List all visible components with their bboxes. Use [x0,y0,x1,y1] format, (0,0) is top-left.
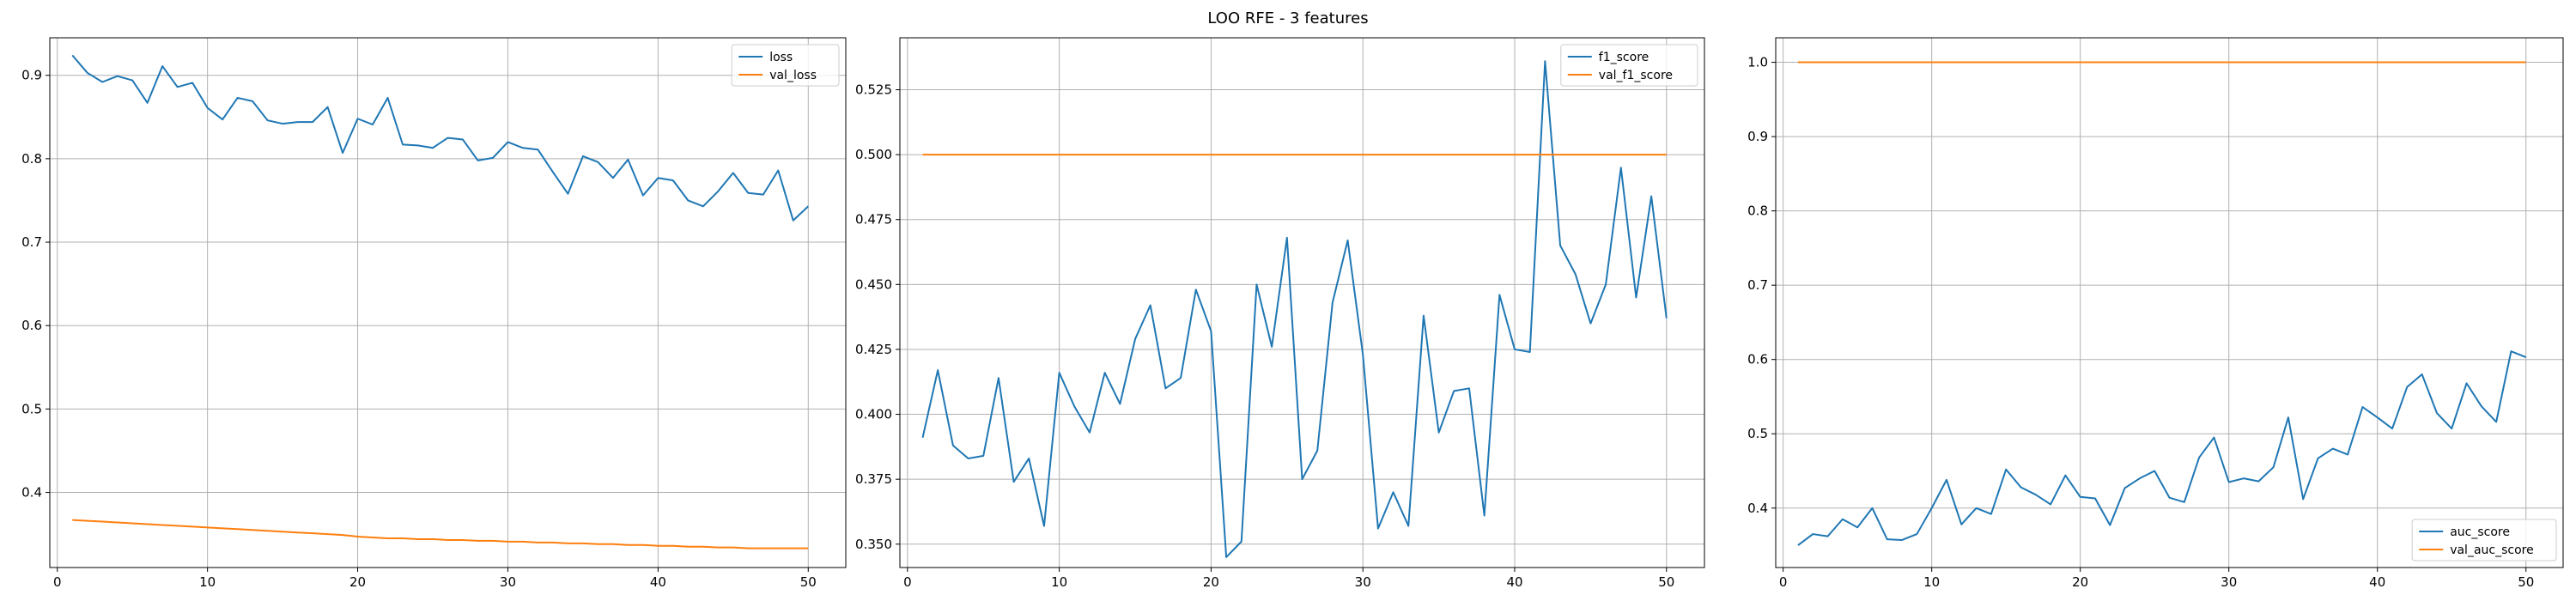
legend-box [1560,44,1698,87]
y-tick-label: 0.425 [855,342,892,357]
subplots: 0 10 20 30 40 50 0.4 0.5 0.6 0.7 0.8 0.9 loss val_los… [21,37,2564,590]
x-tick-label: 10 [199,574,216,590]
legend-label: auc_score [2450,525,2510,539]
y-tick-label: 0.6 [1747,352,1768,367]
x-tick-label: 30 [1355,574,1371,590]
y-tick-label: 0.475 [855,212,892,228]
legend: f1_score val_f1_score [1560,44,1698,87]
axes-frame [899,37,1705,568]
x-tick-label: 50 [1658,574,1674,590]
legend: loss val_loss [731,44,840,87]
y-tick-label: 0.7 [21,234,42,250]
y-tick-label: 0.6 [21,318,42,333]
x-tick-label: 40 [650,574,666,590]
subplot-1: 0 10 20 30 40 50 0.4 0.5 0.6 0.7 0.8 0.9 loss val_los… [21,37,847,590]
y-tick-label: 0.525 [855,82,892,97]
y-tick-label: 0.8 [21,151,42,167]
y-tick-label: 0.4 [1747,501,1768,516]
x-tick-label: 0 [1779,574,1788,590]
x-tick-label: 0 [53,574,62,590]
x-tick-label: 40 [2369,574,2385,590]
y-tick-label: 0.8 [1747,203,1768,219]
legend-box [2411,519,2557,562]
x-tick-label: 10 [1923,574,1940,590]
axes-frame [49,37,847,568]
legend-label: f1_score [1599,51,1649,64]
x-tick-label: 30 [2221,574,2237,590]
y-tick-label: 0.500 [855,147,892,162]
legend-label: val_auc_score [2450,543,2534,557]
series-line-val-loss [72,519,809,549]
x-tick-label: 10 [1051,574,1067,590]
subplot-2: 0 10 20 30 40 50 0.350 0.375 0.400 0.425 0.450 0.47… [855,37,1705,590]
x-tick-label: 50 [2518,574,2534,590]
y-tick-label: 0.5 [21,401,42,416]
legend-label: val_loss [769,69,817,82]
x-tick-label: 20 [2072,574,2088,590]
legend-label: loss [769,51,793,64]
y-tick-label: 0.400 [855,407,892,422]
legend: auc_score val_auc_score [2411,519,2557,562]
x-tick-label: 50 [800,574,817,590]
x-tick-label: 40 [1506,574,1522,590]
legend-label: val_f1_score [1599,69,1673,82]
y-tick-label: 0.375 [855,471,892,487]
y-tick-label: 0.5 [1747,426,1768,441]
x-tick-label: 30 [500,574,516,590]
y-tick-label: 0.9 [1747,129,1768,144]
figure-title: LOO RFE - 3 features [1207,9,1368,27]
x-tick-label: 20 [349,574,366,590]
y-tick-label: 0.7 [1747,277,1768,293]
series-line-f1-score [921,60,1668,558]
y-tick-label: 0.9 [21,68,42,83]
axes-frame [1775,37,2564,568]
y-tick-label: 0.450 [855,276,892,292]
x-tick-label: 0 [903,574,912,590]
series-line-auc-score [1797,350,2527,546]
y-tick-label: 0.4 [21,485,42,501]
y-tick-label: 0.350 [855,537,892,552]
y-tick-label: 1.0 [1747,55,1768,70]
subplot-3: 0 10 20 30 40 50 0.4 0.5 0.6 0.7 0.8 0.9 1.0 auc_scor… [1747,37,2564,590]
x-tick-label: 20 [1203,574,1219,590]
series-line-loss [71,54,809,222]
